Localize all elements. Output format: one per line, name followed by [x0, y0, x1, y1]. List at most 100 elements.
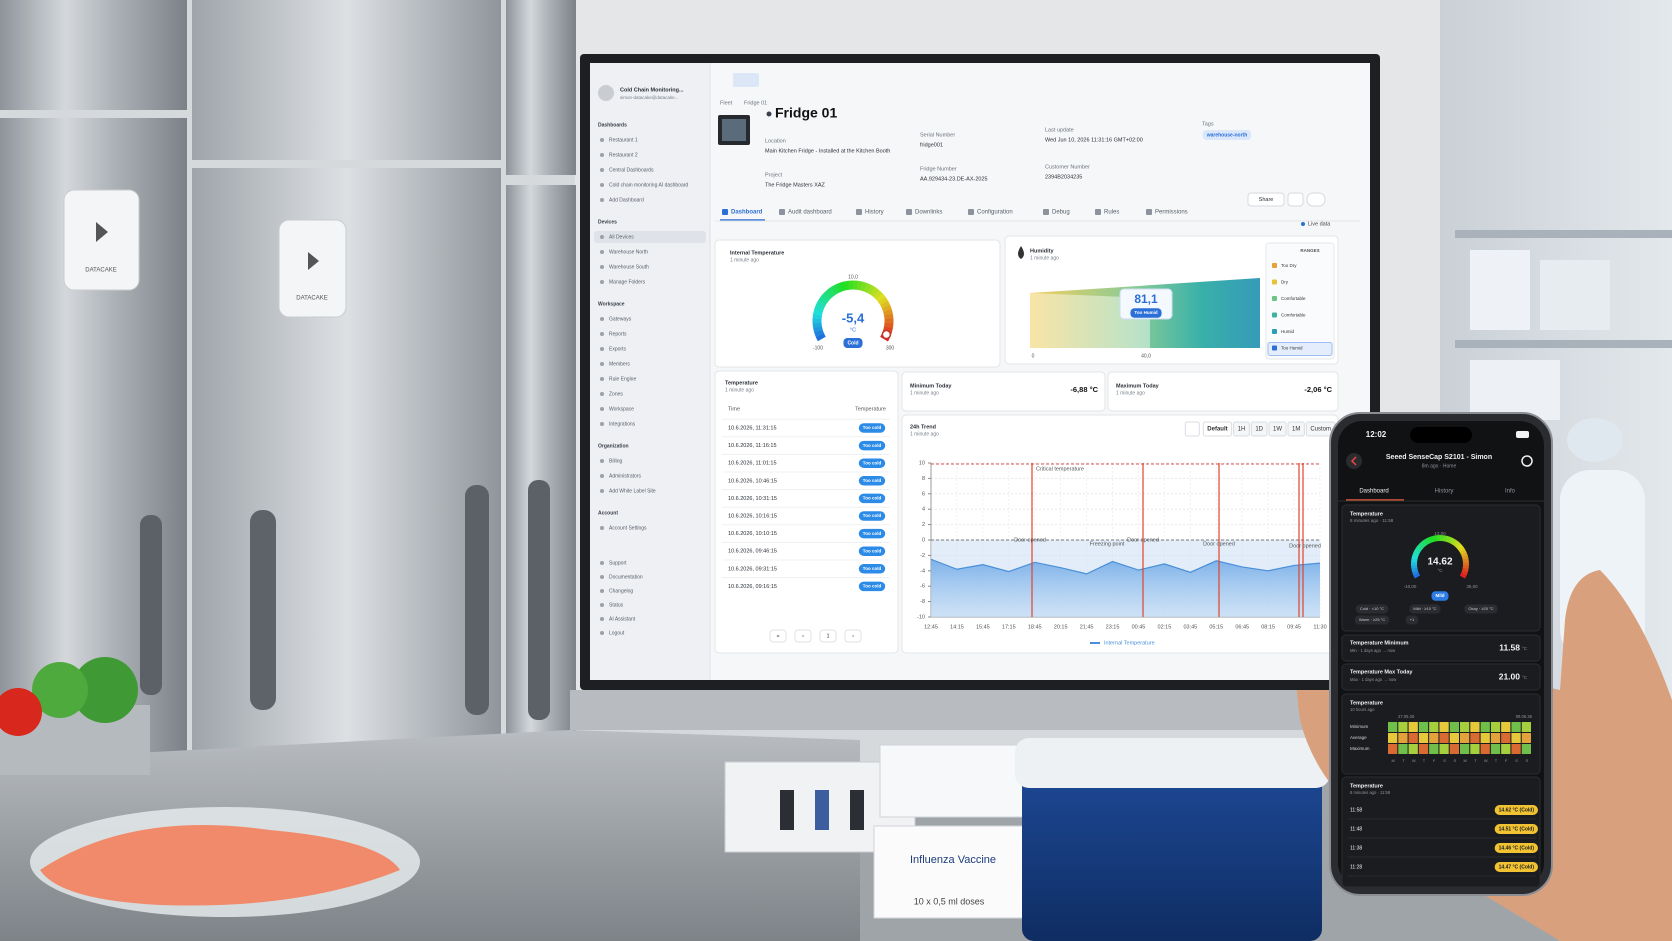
- sidebar-item[interactable]: Gateways: [609, 316, 632, 322]
- status-chip: Cold: [847, 340, 858, 346]
- sidebar-item[interactable]: Add Dashboard: [609, 197, 644, 203]
- tab[interactable]: Rules: [1104, 210, 1119, 216]
- tab-icon: [1095, 209, 1101, 215]
- range-active: [1267, 342, 1333, 356]
- heatmap-day: M: [1463, 758, 1466, 763]
- sidebar-item[interactable]: Restaurant 1: [609, 137, 638, 143]
- sidebar-item[interactable]: Members: [609, 361, 630, 367]
- download-button[interactable]: [1184, 421, 1200, 437]
- sidebar-footer-item[interactable]: Changelog: [609, 588, 633, 594]
- range-button[interactable]: Custom: [1310, 427, 1331, 433]
- range-button-bg[interactable]: [1250, 421, 1268, 437]
- range-button[interactable]: Default: [1207, 427, 1227, 433]
- sidebar-item[interactable]: Administrators: [609, 473, 641, 479]
- table-time: 10.6.2026, 10:46:15: [728, 478, 777, 484]
- section-title: Dashboards: [598, 122, 627, 128]
- item-icon: [600, 377, 604, 381]
- label: 1 minute ago: [1030, 255, 1059, 261]
- range-button[interactable]: 1H: [1238, 427, 1246, 433]
- heatmap-cell: [1490, 722, 1501, 732]
- sidebar-footer-item[interactable]: Documentation: [609, 574, 643, 580]
- tab[interactable]: History: [865, 210, 884, 216]
- view-button[interactable]: [1306, 192, 1326, 207]
- list-value-bg: [1494, 805, 1538, 815]
- share-button[interactable]: [1247, 192, 1285, 207]
- sidebar-item[interactable]: Rule Engine: [609, 376, 636, 382]
- gauge-marker: [881, 329, 892, 340]
- range-button[interactable]: 1W: [1273, 427, 1282, 433]
- pager-button[interactable]: [769, 629, 787, 643]
- back-arrow: [1350, 456, 1357, 466]
- tab[interactable]: Configuration: [977, 210, 1013, 216]
- sidebar-footer-item[interactable]: Logout: [609, 630, 625, 636]
- sidebar-item[interactable]: Billing: [609, 458, 623, 464]
- range-button[interactable]: 1D: [1255, 427, 1263, 433]
- heatmap-cell: [1388, 744, 1398, 754]
- range-button[interactable]: 1M: [1292, 427, 1300, 433]
- copy-button[interactable]: [1287, 192, 1304, 207]
- sidebar-footer-item[interactable]: Support: [609, 560, 627, 566]
- heatmap-cell: [1439, 744, 1449, 754]
- y-tick-label: 0: [922, 537, 925, 543]
- sidebar-item[interactable]: Manage Folders: [609, 279, 646, 285]
- range-button-bg[interactable]: [1233, 421, 1250, 437]
- sidebar-item[interactable]: All Devices: [609, 234, 634, 240]
- table-header: Temperature: [855, 406, 886, 412]
- sidebar-item[interactable]: Reports: [609, 331, 627, 337]
- phone-tab[interactable]: Dashboard: [1359, 489, 1388, 495]
- range-button-bg[interactable]: [1202, 421, 1233, 437]
- pager-label[interactable]: 1: [826, 633, 829, 639]
- phone-tab[interactable]: History: [1435, 489, 1454, 495]
- pager-label[interactable]: «: [776, 633, 779, 639]
- gauge-arc: [815, 300, 826, 309]
- pager-label[interactable]: ›: [852, 633, 854, 639]
- min-today-card: [901, 371, 1106, 412]
- heatmap-cell: [1398, 733, 1408, 743]
- sidebar-footer-item[interactable]: AI Assistant: [609, 616, 636, 622]
- tab[interactable]: Downlinks: [915, 210, 942, 216]
- gauge-arc: [1424, 538, 1430, 545]
- sidebar-item[interactable]: Exports: [609, 346, 626, 352]
- breadcrumb[interactable]: Fleet: [720, 100, 733, 106]
- phone-tab[interactable]: Info: [1505, 489, 1516, 495]
- range-button-bg[interactable]: [1287, 421, 1305, 437]
- item-icon: [600, 631, 604, 635]
- field-value: 2394B2034235: [1045, 174, 1082, 180]
- sidebar-item[interactable]: Warehouse South: [609, 264, 649, 270]
- pager-button[interactable]: [844, 629, 862, 643]
- phone-subtitle: 8m ago · Home: [1422, 463, 1457, 469]
- sidebar-item[interactable]: Cold chain monitoring AI dashboard: [609, 182, 688, 188]
- sidebar-item[interactable]: Restaurant 2: [609, 152, 638, 158]
- tab[interactable]: Debug: [1052, 210, 1070, 216]
- gauge-arc: [883, 309, 893, 316]
- pager-button[interactable]: [794, 629, 812, 643]
- annotation: Door opened: [1127, 537, 1159, 543]
- sidebar-item[interactable]: Zones: [609, 391, 623, 397]
- sidebar-footer-item[interactable]: Status: [609, 602, 624, 608]
- pager-label[interactable]: ‹: [802, 633, 804, 639]
- share-button-label[interactable]: Share: [1259, 197, 1274, 203]
- back-button[interactable]: [1346, 453, 1362, 469]
- tab[interactable]: Dashboard: [731, 210, 763, 216]
- tab[interactable]: Permissions: [1155, 210, 1188, 216]
- sidebar-item[interactable]: Workspace: [609, 406, 634, 412]
- label: 10 hours ago: [1350, 707, 1375, 712]
- settings-button[interactable]: [1521, 455, 1533, 467]
- gauge-arc: [1450, 538, 1457, 545]
- sidebar-item[interactable]: Warehouse North: [609, 249, 648, 255]
- lab-box: [1470, 250, 1530, 330]
- sidebar-item[interactable]: Central Dashboards: [609, 167, 654, 173]
- sidebar-item[interactable]: Integrations: [609, 421, 636, 427]
- legend-chip: +1: [1410, 617, 1415, 622]
- humidity-status-bg: [1130, 308, 1162, 318]
- table-status-bg: [858, 440, 886, 451]
- sidebar-item[interactable]: Account Settings: [609, 525, 647, 531]
- sidebar-item[interactable]: Add White Label Site: [609, 488, 656, 494]
- card-value: 21.00: [1499, 671, 1521, 681]
- y-tick-label: 4: [922, 507, 925, 513]
- range-button-bg[interactable]: [1268, 421, 1287, 437]
- x-tick-label: 06:45: [1235, 624, 1249, 630]
- gauge-arc: [823, 289, 833, 300]
- tab[interactable]: Audit dashboard: [788, 210, 832, 216]
- pager-button[interactable]: [819, 629, 837, 643]
